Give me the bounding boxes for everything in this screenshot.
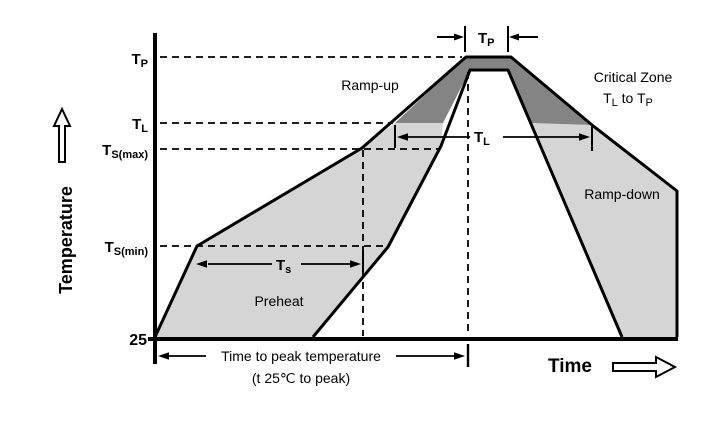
zone-label-preheat: Preheat — [254, 293, 303, 309]
time-to-peak-measure: Time to peak temperature (t 25℃ to peak) — [158, 344, 470, 386]
zone-label-ramp-up: Ramp-up — [341, 77, 399, 93]
band-critical-zone-dark — [395, 57, 592, 125]
time-to-peak-label-line2: (t 25℃ to peak) — [252, 370, 350, 386]
ts-right-arrowhead-icon — [350, 260, 361, 268]
ts-measure-label: Ts — [276, 257, 291, 276]
tl-measure: TL — [394, 124, 593, 151]
zone-label-critical-line1: Critical Zone — [594, 69, 673, 85]
ytick-tsmax-label: TS(max) — [102, 142, 148, 161]
time-direction-right-arrow-icon — [612, 355, 678, 379]
x-axis-title: Time — [548, 356, 592, 377]
profile-outer-limit-line — [153, 55, 679, 338]
time-to-peak-label-line1: Time to peak temperature — [221, 348, 381, 364]
profile-inner-limit-line — [311, 68, 624, 338]
tp-right-arrowhead-icon — [509, 33, 519, 41]
ytick-tl-label: TL — [132, 116, 148, 135]
band-rising-light — [155, 123, 443, 337]
origin-25-label: 25 — [129, 332, 147, 349]
tp-measure: TP — [437, 26, 538, 52]
ytick-tsmin-label: TS(min) — [105, 239, 149, 258]
tl-left-arrowhead-icon — [397, 133, 408, 141]
tp-measure-label: TP — [478, 30, 495, 49]
tp-left-arrowhead-icon — [454, 33, 464, 41]
y-axis-title: Temperature — [56, 186, 76, 294]
time-to-peak-right-arrowhead-icon — [454, 352, 465, 360]
ts-left-arrowhead-icon — [196, 260, 207, 268]
ts-measure: Ts — [196, 250, 364, 276]
tl-measure-label: TL — [474, 129, 490, 148]
band-falling-light — [531, 123, 677, 337]
tl-right-arrowhead-icon — [579, 133, 590, 141]
zone-label-critical-line2: TL to TP — [603, 90, 653, 109]
temperature-direction-up-arrow-icon — [52, 106, 72, 163]
zone-label-ramp-down: Ramp-down — [584, 186, 659, 202]
ytick-tp-label: TP — [131, 51, 148, 70]
time-to-peak-left-arrowhead-icon — [158, 352, 169, 360]
